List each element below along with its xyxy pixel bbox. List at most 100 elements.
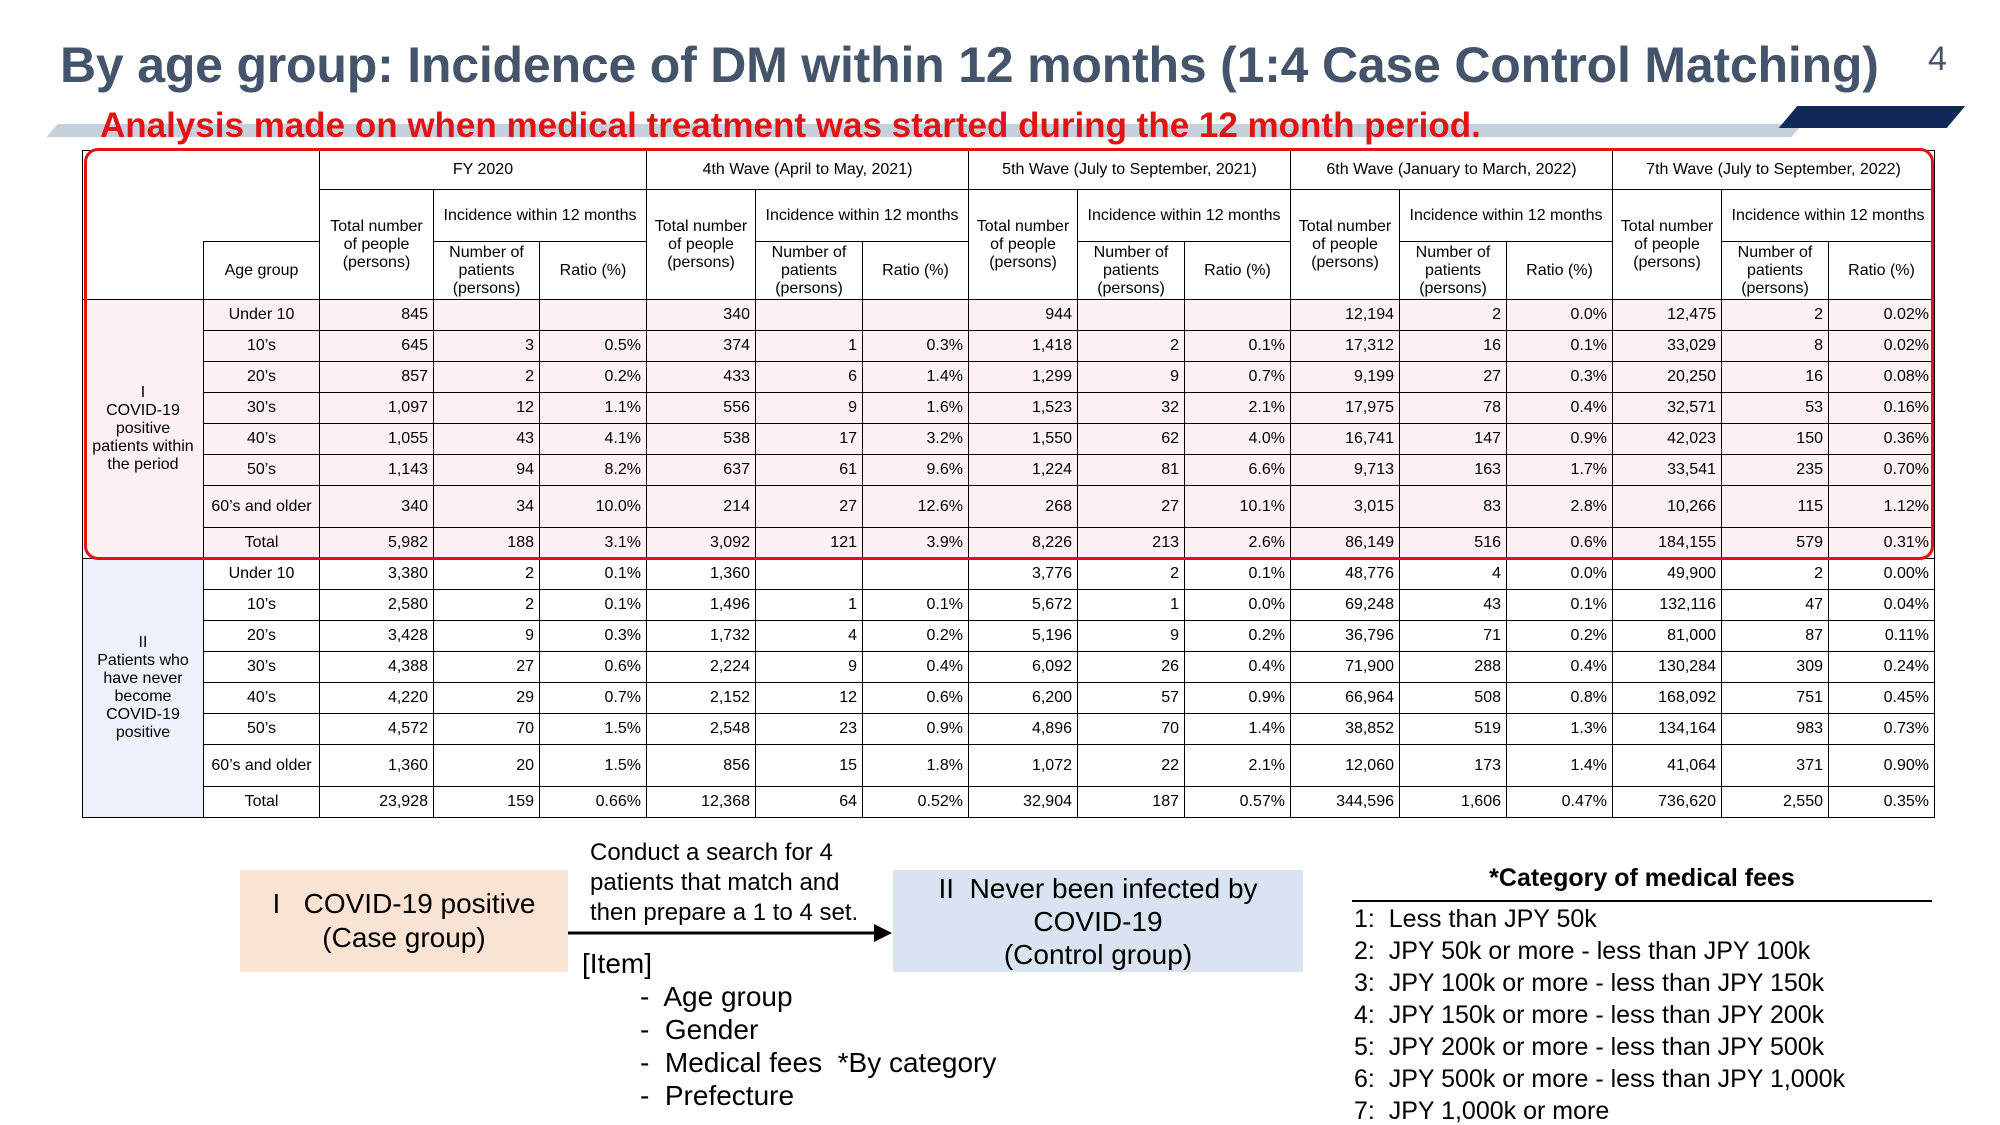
total-people-cell: 1,143 xyxy=(319,454,434,486)
period-header: 6th Wave (January to March, 2022) xyxy=(1290,150,1613,190)
patients-cell: 2 xyxy=(1077,330,1185,362)
ratio-cell: 2.1% xyxy=(1184,744,1291,787)
total-people-header: Total number of people (persons) xyxy=(1290,189,1400,300)
patients-cell xyxy=(433,299,540,331)
title-accent-bar xyxy=(1778,106,1966,128)
ratio-cell: 1.7% xyxy=(1506,454,1613,486)
patients-cell: 2 xyxy=(433,589,540,621)
patients-cell: 516 xyxy=(1399,527,1507,559)
page-number: 4 xyxy=(1928,40,1947,78)
total-people-cell: 132,116 xyxy=(1612,589,1722,621)
table-row: 20’s 3,428 9 0.3% 1,732 4 0.2% 5,196 9 0.2% 36,796… xyxy=(83,620,1935,652)
age-group-cell: 60’s and older xyxy=(203,744,320,787)
ratio-cell: 8.2% xyxy=(539,454,647,486)
ratio-cell: 10.1% xyxy=(1184,485,1291,528)
ratio-cell: 2.6% xyxy=(1184,527,1291,559)
patients-cell: 62 xyxy=(1077,423,1185,455)
total-people-cell: 66,964 xyxy=(1290,682,1400,714)
age-group-cell: 20’s xyxy=(203,620,320,652)
ratio-cell: 3.2% xyxy=(862,423,969,455)
ratio-cell: 0.1% xyxy=(1506,589,1613,621)
patients-cell: 9 xyxy=(1077,620,1185,652)
total-people-cell: 168,092 xyxy=(1612,682,1722,714)
table-row: Total 23,928 159 0.66% 12,368 64 0.52% 32,904 18… xyxy=(83,786,1935,818)
ratio-cell: 4.1% xyxy=(539,423,647,455)
age-group-cell: Under 10 xyxy=(203,558,320,590)
patients-cell: 2,550 xyxy=(1721,786,1829,818)
period-header: 4th Wave (April to May, 2021) xyxy=(646,150,969,190)
patients-cell: 17 xyxy=(755,423,863,455)
patients-cell: 150 xyxy=(1721,423,1829,455)
patients-cell: 121 xyxy=(755,527,863,559)
total-people-cell: 1,418 xyxy=(968,330,1078,362)
age-group-cell: 30’s xyxy=(203,392,320,424)
ratio-header: Ratio (%) xyxy=(1506,241,1613,300)
total-people-cell: 12,368 xyxy=(646,786,756,818)
patients-cell: 6 xyxy=(755,361,863,393)
ratio-cell: 0.04% xyxy=(1828,589,1935,621)
ratio-cell: 0.4% xyxy=(1506,651,1613,683)
total-people-header: Total number of people (persons) xyxy=(319,189,434,300)
table-row: 60’s and older 340 34 10.0% 214 27 12.6% 268 27 1… xyxy=(83,485,1935,528)
total-people-header: Total number of people (persons) xyxy=(646,189,756,300)
patients-cell: 12 xyxy=(433,392,540,424)
patients-cell: 519 xyxy=(1399,713,1507,745)
patients-cell: 751 xyxy=(1721,682,1829,714)
patients-cell: 26 xyxy=(1077,651,1185,683)
covid-positive-group: I COVID-19 positive patients within the … xyxy=(82,299,1935,559)
total-people-cell: 48,776 xyxy=(1290,558,1400,590)
ratio-cell: 9.6% xyxy=(862,454,969,486)
patients-cell: 9 xyxy=(755,392,863,424)
fee-category-item: 6: JPY 500k or more - less than JPY 1,00… xyxy=(1354,1065,1846,1093)
ratio-header: Ratio (%) xyxy=(1828,241,1935,300)
age-group-cell: 20’s xyxy=(203,361,320,393)
control-group-sublabel: (Control group) xyxy=(1003,938,1193,970)
total-people-cell: 2,580 xyxy=(319,589,434,621)
patients-cell: 9 xyxy=(755,651,863,683)
age-group-cell: 50’s xyxy=(203,713,320,745)
total-people-cell: 41,064 xyxy=(1612,744,1722,787)
ratio-cell xyxy=(1184,299,1291,331)
total-people-cell: 3,015 xyxy=(1290,485,1400,528)
patients-cell: 27 xyxy=(1399,361,1507,393)
total-people-cell: 4,572 xyxy=(319,713,434,745)
total-people-cell: 1,496 xyxy=(646,589,756,621)
ratio-cell: 0.6% xyxy=(862,682,969,714)
matching-item: - Gender xyxy=(640,1014,759,1045)
total-people-cell: 1,360 xyxy=(319,744,434,787)
ratio-header: Ratio (%) xyxy=(862,241,969,300)
group-label: I COVID-19 positive patients within the … xyxy=(82,299,204,559)
patients-cell: 2 xyxy=(1721,299,1829,331)
total-people-cell: 268 xyxy=(968,485,1078,528)
total-people-cell: 38,852 xyxy=(1290,713,1400,745)
patients-cell: 83 xyxy=(1399,485,1507,528)
total-people-cell: 340 xyxy=(646,299,756,331)
ratio-cell: 1.12% xyxy=(1828,485,1935,528)
patients-cell: 2 xyxy=(1077,558,1185,590)
total-people-cell: 538 xyxy=(646,423,756,455)
matching-instruction: Conduct a search for 4 patients that mat… xyxy=(590,838,858,928)
total-people-cell: 556 xyxy=(646,392,756,424)
table-row: I COVID-19 positive patients within the … xyxy=(82,299,1935,559)
ratio-cell: 0.1% xyxy=(1184,330,1291,362)
ratio-cell: 0.4% xyxy=(862,651,969,683)
total-people-cell: 32,904 xyxy=(968,786,1078,818)
fee-category-item: 5: JPY 200k or more - less than JPY 500k xyxy=(1354,1033,1825,1061)
total-people-cell: 17,312 xyxy=(1290,330,1400,362)
total-people-cell: 3,776 xyxy=(968,558,1078,590)
patients-cell: 187 xyxy=(1077,786,1185,818)
age-group-cell: 40’s xyxy=(203,423,320,455)
total-people-cell: 1,732 xyxy=(646,620,756,652)
ratio-cell: 0.02% xyxy=(1828,330,1935,362)
total-people-cell: 5,672 xyxy=(968,589,1078,621)
ratio-cell: 0.11% xyxy=(1828,620,1935,652)
patients-cell: 70 xyxy=(433,713,540,745)
total-people-cell: 2,152 xyxy=(646,682,756,714)
ratio-cell: 1.4% xyxy=(1184,713,1291,745)
matching-items-heading: [Item] xyxy=(582,948,653,979)
table-row: 40’s 1,055 43 4.1% 538 17 3.2% 1,550 62 4.0% 16,74… xyxy=(83,423,1935,455)
patients-cell xyxy=(1077,299,1185,331)
total-people-cell: 1,360 xyxy=(646,558,756,590)
patients-cell: 70 xyxy=(1077,713,1185,745)
patients-cell: 32 xyxy=(1077,392,1185,424)
